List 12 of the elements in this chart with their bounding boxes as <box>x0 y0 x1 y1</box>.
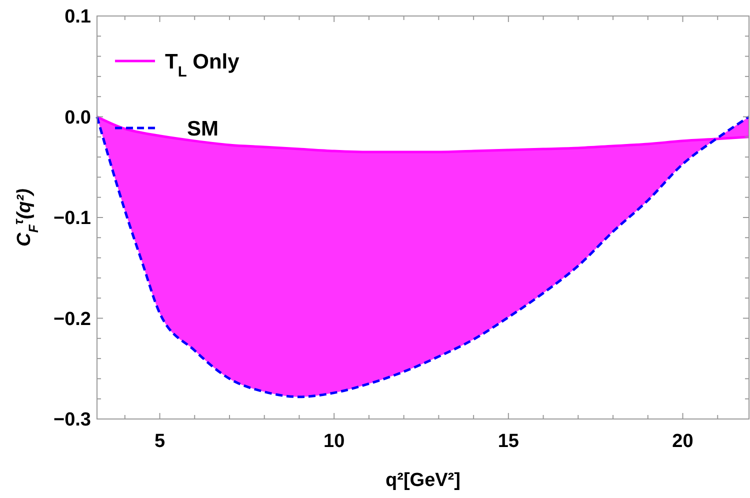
y-tick-label: 0.1 <box>64 6 92 28</box>
legend-label: SM <box>187 117 218 140</box>
x-tick-label: 15 <box>498 431 520 452</box>
x-axis-title: q²[GeV²] <box>386 470 460 491</box>
y-tick-label: 0.0 <box>64 107 91 128</box>
y-tick-label: −0.1 <box>53 208 92 230</box>
x-tick-label: 10 <box>324 431 345 452</box>
legend-label: T$_{L}$ Only <box>165 50 240 80</box>
y-tick-label: −0.3 <box>53 410 91 431</box>
x-tick-label: 5 <box>154 431 166 452</box>
y-tick-label: −0.2 <box>53 308 91 330</box>
x-tick-label: 20 <box>672 431 694 452</box>
